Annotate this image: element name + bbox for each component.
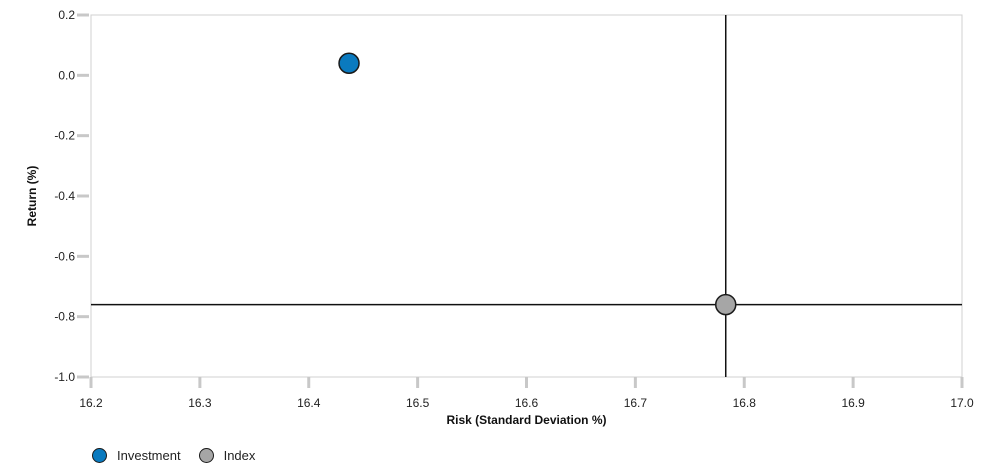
x-tick-label: 16.7 xyxy=(624,396,648,410)
y-tick-label: 0.2 xyxy=(58,8,75,22)
investment-marker-icon xyxy=(92,448,107,463)
index-crosshair xyxy=(91,15,962,377)
y-tick-label: 0.0 xyxy=(58,68,75,82)
plot-area xyxy=(90,14,963,378)
legend-label-investment: Investment xyxy=(117,448,181,463)
x-tick-label: 16.5 xyxy=(406,396,430,410)
x-tick-label: 16.9 xyxy=(841,396,865,410)
legend-item-investment[interactable]: Investment xyxy=(92,448,181,463)
y-tick-label: -0.8 xyxy=(54,310,75,324)
y-axis: 0.2 0.0 -0.2 -0.4 -0.6 -0.8 -1.0 xyxy=(54,8,89,384)
point-investment[interactable] xyxy=(338,52,360,75)
x-tick-label: 16.8 xyxy=(733,396,757,410)
legend-label-index: Index xyxy=(223,448,256,463)
y-tick-label: -0.6 xyxy=(54,249,75,263)
y-tick-label: -0.4 xyxy=(54,189,75,203)
x-axis-title: Risk (Standard Deviation %) xyxy=(446,413,606,427)
legend-item-index[interactable]: Index xyxy=(198,448,256,463)
y-tick-label: -0.2 xyxy=(54,129,75,143)
y-tick-label: -1.0 xyxy=(54,370,75,384)
index-marker-icon xyxy=(198,448,214,463)
y-axis-title: Return (%) xyxy=(25,166,39,227)
x-tick-label: 17.0 xyxy=(950,396,974,410)
x-tick-label: 16.2 xyxy=(79,396,103,410)
legend: Investment Index xyxy=(92,448,273,463)
x-tick-label: 16.6 xyxy=(515,396,539,410)
x-tick-label: 16.4 xyxy=(297,396,321,410)
x-axis: 16.2 16.3 16.4 16.5 16.6 16.7 16.8 16.9 17.0 xyxy=(79,377,974,410)
x-tick-label: 16.3 xyxy=(188,396,212,410)
data-points xyxy=(338,52,737,316)
point-index[interactable] xyxy=(714,293,737,316)
